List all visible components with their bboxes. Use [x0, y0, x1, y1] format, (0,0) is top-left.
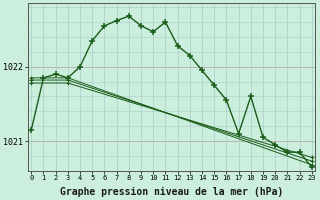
X-axis label: Graphe pression niveau de la mer (hPa): Graphe pression niveau de la mer (hPa): [60, 186, 283, 197]
